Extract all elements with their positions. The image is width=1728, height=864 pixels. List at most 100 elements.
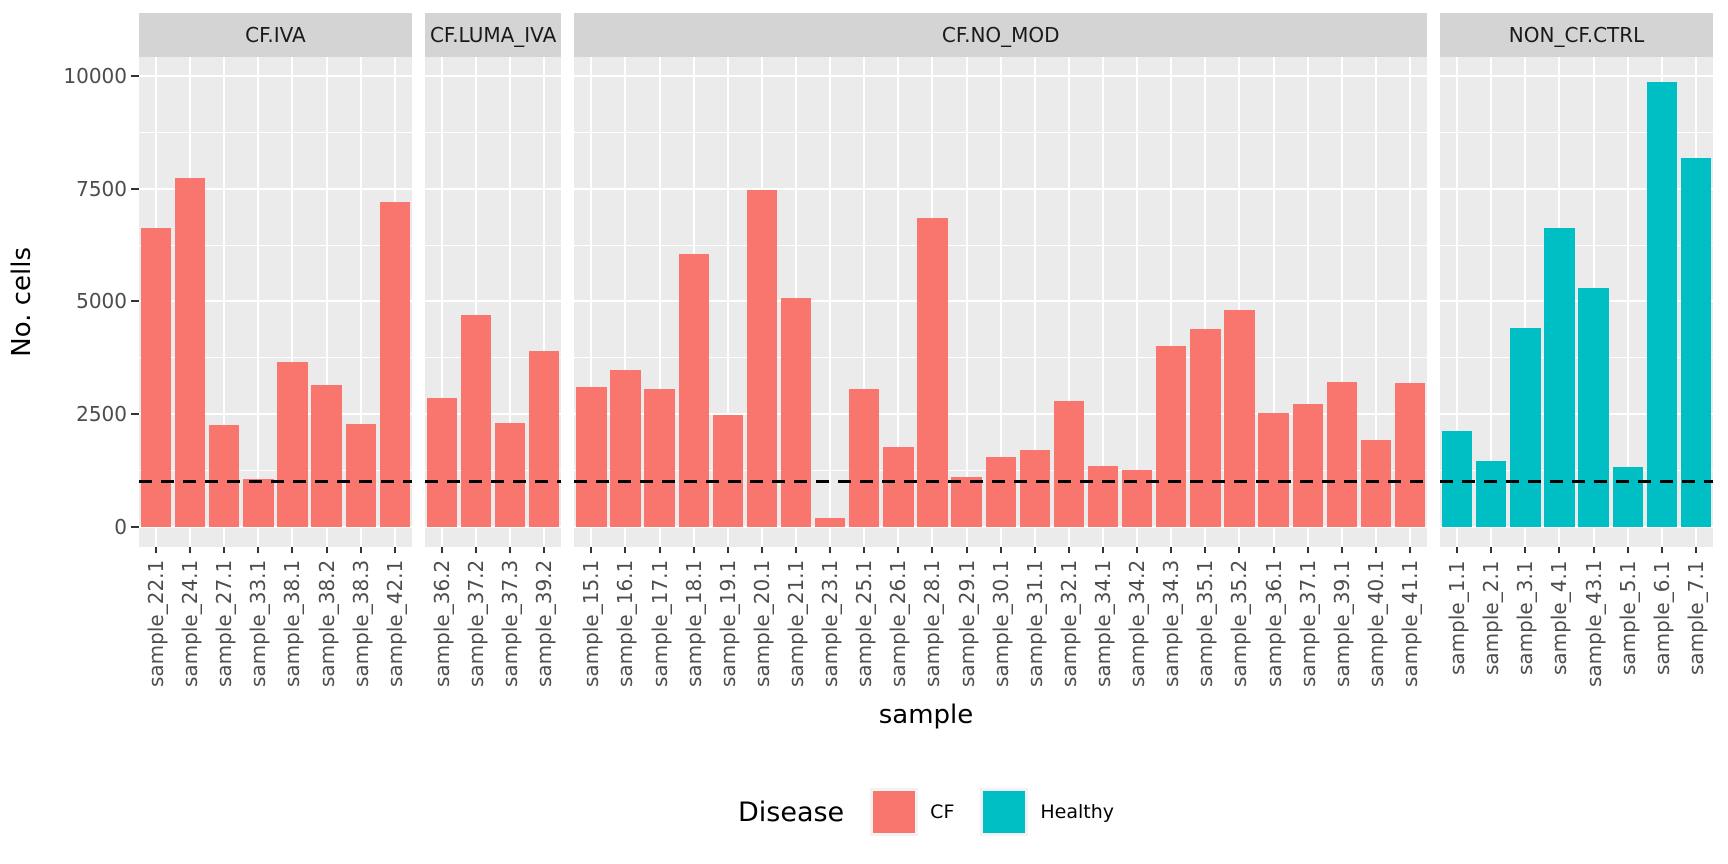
gridline-major [424,74,562,77]
threshold-dashed-line [424,480,562,484]
y-tick-label: 7500 [76,176,127,201]
slot-sample_18.1 [677,57,711,547]
gridline-major [1440,526,1713,528]
x-tick-label: sample_41.1 [1398,560,1422,688]
gridline-vertical [1136,57,1139,547]
slot-sample_22.1 [139,57,173,547]
x-tick-label: sample_40.1 [1363,560,1388,688]
slot-sample_37.3 [493,57,527,547]
facet-panel [574,57,1428,547]
x-tick-slot: sample_34.2 [1120,547,1154,710]
slot-sample_25.1 [847,57,881,547]
x-tick-mark [726,547,729,553]
slot-sample_21.1 [779,57,813,547]
gridline-minor [139,244,412,246]
bar-sample_1.1 [1441,430,1473,527]
x-tick-slot: sample_36.1 [1257,547,1291,710]
bar-slots [574,57,1427,547]
bar-slots [139,57,412,547]
x-tick-label: sample_38.3 [348,560,373,688]
bar-slots [425,57,561,547]
bar-sample_27.1 [209,425,240,527]
x-tick-slot: sample_26.1 [881,547,915,710]
bar-sample_26.1 [883,446,914,527]
x-tick-label: sample_34.1 [1091,560,1116,688]
gridline-major [424,526,562,528]
bar-sample_17.1 [644,389,675,527]
y-tick-mark [131,526,139,528]
x-axis-title: sample [878,700,974,730]
x-tick-mark [931,547,934,553]
bar-sample_23.1 [814,518,846,527]
bar-sample_24.1 [174,178,206,527]
gridline-minor [1440,131,1713,133]
bar-sample_32.1 [1053,400,1085,527]
gridline-vertical [624,57,627,547]
gridline-major [139,526,412,528]
x-tick-slot: sample_18.1 [677,547,711,710]
x-tick-mark [440,547,443,553]
x-tick-label: sample_25.1 [852,560,877,688]
bar-sample_30.1 [985,456,1016,527]
legend: Disease CF Healthy [139,780,1713,844]
slot-sample_15.1 [574,57,608,547]
x-tick-mark [1456,547,1459,553]
x-tick-label: sample_37.3 [498,560,523,688]
bar-sample_42.1 [379,201,410,527]
x-tick-label: sample_5.1 [1615,560,1640,675]
gridline-minor [1440,470,1713,472]
facet-x-axis-NON_CF.CTRL: sample_1.1 sample_2.1 sample_3.1 sample_4.1… [1440,547,1713,710]
bar-sample_39.1 [1326,381,1357,527]
bar-sample_38.3 [345,424,376,527]
x-tick-slot: sample_33.1 [241,547,275,710]
threshold-dashed-line [1440,480,1713,484]
gridline-vertical [1238,57,1241,547]
gridline-vertical [475,57,478,547]
gridline-vertical [1204,57,1207,547]
gridline-major [1440,413,1713,416]
x-tick-slot: sample_5.1 [1611,547,1645,710]
bar-sample_37.1 [1292,403,1323,527]
gridline-vertical [829,57,832,547]
x-tick-mark [999,547,1002,553]
x-tick-slot: sample_37.2 [459,547,493,710]
x-tick-mark [359,547,362,553]
x-tick-label: sample_42.1 [382,560,407,688]
bar-sample_18.1 [678,254,709,527]
gridline-vertical [1456,57,1459,547]
gridline-vertical [1170,57,1173,547]
x-tick-slot: sample_6.1 [1645,547,1679,710]
legend-title: Disease [737,796,845,828]
gridline-major [424,187,562,190]
x-tick-slot: sample_35.1 [1188,547,1222,710]
slot-sample_38.2 [310,57,344,547]
gridline-vertical [863,57,866,547]
x-tick-label: sample_18.1 [681,560,706,688]
slot-sample_34.2 [1120,57,1154,547]
x-tick-mark [829,547,832,553]
x-tick-label: sample_35.2 [1227,560,1252,688]
x-tick-mark [624,547,627,553]
legend-key [870,788,919,836]
x-tick-slot: sample_21.1 [779,547,813,710]
x-tick-mark [1033,547,1036,553]
x-tick-mark [1558,547,1561,553]
facet-CF.LUMA_IVA: CF.LUMA_IVA [424,13,562,547]
slot-sample_38.3 [344,57,378,547]
slot-sample_28.1 [915,57,949,547]
bar-sample_25.1 [849,389,880,527]
x-tick-label: sample_6.1 [1649,560,1674,675]
legend-swatch-CF [873,791,916,833]
gridline-vertical [590,57,593,547]
legend-label: Healthy [1040,801,1115,823]
x-tick-mark [257,547,260,553]
x-tick-mark [1067,547,1070,553]
slot-sample_35.2 [1222,57,1256,547]
gridline-minor [139,131,412,133]
legend-swatch-Healthy [983,791,1026,833]
x-tick-slot: sample_38.2 [310,547,344,710]
slot-sample_35.1 [1188,57,1222,547]
facet-CF.NO_MOD: CF.NO_MOD [574,13,1428,547]
x-tick-label: sample_30.1 [988,560,1013,688]
gridline-major [139,74,412,77]
